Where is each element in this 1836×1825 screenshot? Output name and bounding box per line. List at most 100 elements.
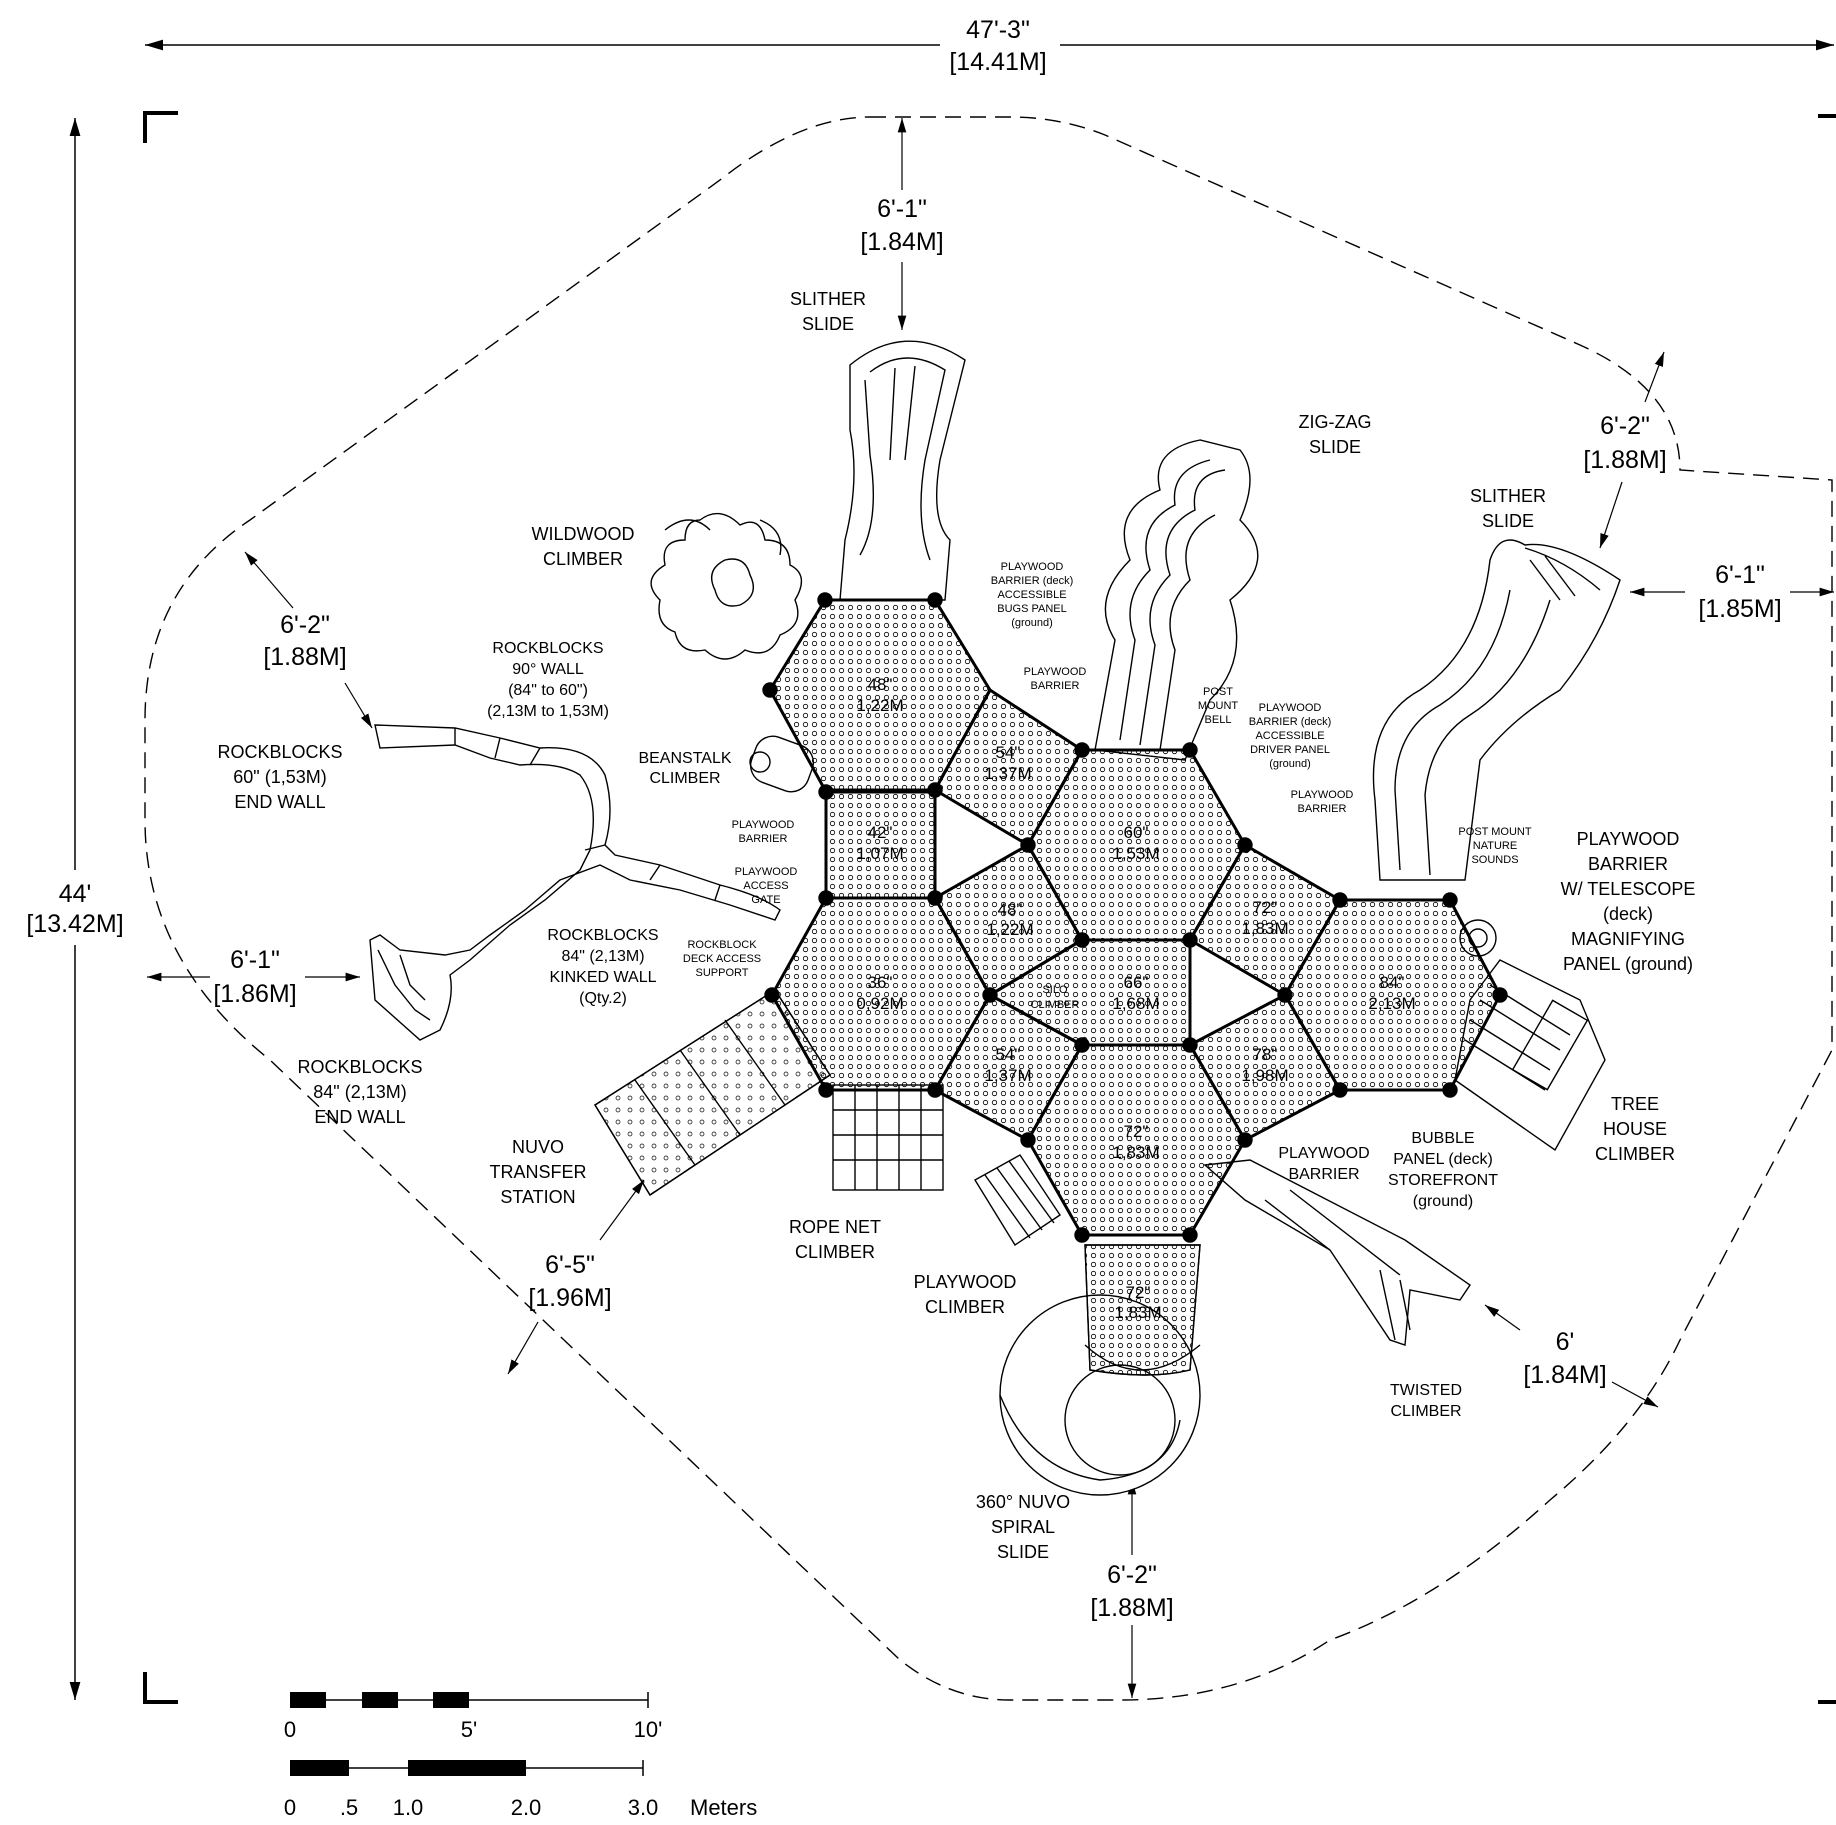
clearance-top-ft: 6'-1" bbox=[877, 195, 927, 223]
svg-text:CLIMBER: CLIMBER bbox=[925, 1297, 1005, 1317]
svg-text:(ground): (ground) bbox=[1011, 617, 1053, 629]
svg-text:BUBBLE: BUBBLE bbox=[1411, 1130, 1474, 1147]
svg-text:60" (1,53M): 60" (1,53M) bbox=[233, 767, 326, 787]
svg-text:END WALL: END WALL bbox=[314, 1107, 405, 1127]
deck-42-m: 1,07M bbox=[856, 844, 903, 863]
svg-text:ROCKBLOCK: ROCKBLOCK bbox=[687, 939, 757, 951]
svg-text:PLAYWOOD: PLAYWOOD bbox=[732, 819, 795, 831]
deck-42-in: 42" bbox=[868, 823, 893, 842]
deck-54b-m: 1,37M bbox=[984, 1066, 1031, 1085]
scale-meter-tick-1: 1.0 bbox=[393, 1795, 424, 1820]
svg-text:SLIDE: SLIDE bbox=[802, 314, 854, 334]
svg-text:BUGS PANEL: BUGS PANEL bbox=[997, 603, 1067, 615]
scale-meter-tick-05: .5 bbox=[340, 1795, 358, 1820]
scale-meter-tick-0: 0 bbox=[284, 1795, 296, 1820]
svg-text:TREE: TREE bbox=[1611, 1094, 1659, 1114]
label-playwood-barrier-lower: PLAYWOOD BARRIER bbox=[1278, 1145, 1369, 1183]
label-bubble-panel: BUBBLE PANEL (deck) STOREFRONT (ground) bbox=[1388, 1130, 1498, 1210]
use-zone-boundary bbox=[144, 116, 1833, 1701]
svg-text:CLIMBER: CLIMBER bbox=[1031, 999, 1080, 1011]
clearance-bottom-m: [1.88M] bbox=[1090, 1594, 1173, 1622]
deck-labels: 48" 1,22M 54" 1,37M 42" 1,07M 60" 1,53M … bbox=[856, 675, 1415, 1322]
svg-text:SPIRAL: SPIRAL bbox=[991, 1517, 1055, 1537]
svg-text:PLAYWOOD: PLAYWOOD bbox=[914, 1272, 1017, 1292]
deck-72a-m: 1,83M bbox=[1241, 919, 1288, 938]
svg-text:SLITHER: SLITHER bbox=[1470, 486, 1546, 506]
playwood-climber-shape bbox=[974, 1154, 1061, 1246]
svg-text:ACCESSIBLE: ACCESSIBLE bbox=[997, 589, 1066, 601]
scale-meter-tick-2: 2.0 bbox=[511, 1795, 542, 1820]
label-silo-climber: SILO CLIMBER bbox=[1031, 984, 1080, 1011]
scale-feet-tick-0: 0 bbox=[284, 1717, 296, 1742]
overall-width-m: [14.41M] bbox=[949, 48, 1046, 76]
label-rockblocks-60-end-wall: ROCKBLOCKS 60" (1,53M) END WALL bbox=[217, 742, 342, 812]
deck-72c-m: 1,83M bbox=[1114, 1303, 1161, 1322]
deck-78-in: 78" bbox=[1253, 1045, 1278, 1064]
clearance-left-ft: 6'-1" bbox=[230, 946, 280, 974]
deck-54a-in: 54" bbox=[996, 743, 1021, 762]
twisted-climber-shape bbox=[1203, 1159, 1471, 1346]
svg-text:PLAYWOOD: PLAYWOOD bbox=[1278, 1145, 1369, 1162]
slither-slide-top bbox=[839, 340, 966, 601]
svg-text:(2,13M to 1,53M): (2,13M to 1,53M) bbox=[487, 703, 609, 720]
label-playwood-climber: PLAYWOOD CLIMBER bbox=[914, 1272, 1017, 1317]
svg-text:W/ TELESCOPE: W/ TELESCOPE bbox=[1561, 879, 1696, 899]
deck-72a-in: 72" bbox=[1253, 898, 1278, 917]
label-nature-sounds: POST MOUNT NATURE SOUNDS bbox=[1458, 826, 1531, 866]
label-rockblocks-90-wall: ROCKBLOCKS 90° WALL (84" to 60") (2,13M … bbox=[487, 640, 609, 720]
svg-text:ROCKBLOCKS: ROCKBLOCKS bbox=[217, 742, 342, 762]
scale-bar: 0 5' 10' 0 .5 1.0 2.0 3.0 Meters bbox=[284, 1692, 757, 1820]
svg-text:PLAYWOOD: PLAYWOOD bbox=[1024, 666, 1087, 678]
svg-text:BARRIER: BARRIER bbox=[1288, 1166, 1359, 1183]
svg-text:SLIDE: SLIDE bbox=[1482, 511, 1534, 531]
deck-48a-m: 1,22M bbox=[856, 696, 903, 715]
svg-text:BARRIER (deck): BARRIER (deck) bbox=[1249, 716, 1332, 728]
svg-text:BARRIER (deck): BARRIER (deck) bbox=[991, 575, 1074, 587]
svg-text:GATE: GATE bbox=[751, 894, 780, 906]
svg-text:NATURE: NATURE bbox=[1473, 840, 1517, 852]
svg-text:MOUNT: MOUNT bbox=[1198, 700, 1239, 712]
label-slither-slide-right: SLITHER SLIDE bbox=[1470, 486, 1546, 531]
deck-72b-in: 72" bbox=[1124, 1122, 1149, 1141]
svg-text:PANEL (ground): PANEL (ground) bbox=[1563, 954, 1693, 974]
svg-text:CLIMBER: CLIMBER bbox=[543, 549, 623, 569]
label-zig-zag-slide: ZIG-ZAG SLIDE bbox=[1299, 412, 1372, 457]
clearance-upper-left: 6'-2" [1.88M] bbox=[244, 551, 373, 729]
scale-feet-tick-10: 10' bbox=[634, 1717, 663, 1742]
clearance-lower-right: 6' [1.84M] bbox=[1484, 1304, 1659, 1408]
svg-text:PLAYWOOD: PLAYWOOD bbox=[735, 866, 798, 878]
label-slither-slide-top: SLITHER SLIDE bbox=[790, 289, 866, 334]
rockblocks-walls bbox=[369, 724, 781, 1041]
deck-54a-m: 1,37M bbox=[984, 764, 1031, 783]
clearance-right-m: [1.85M] bbox=[1698, 595, 1781, 623]
svg-text:BARRIER: BARRIER bbox=[1031, 680, 1080, 692]
clearance-lower-right-m: [1.84M] bbox=[1523, 1361, 1606, 1389]
svg-text:ZIG-ZAG: ZIG-ZAG bbox=[1299, 412, 1372, 432]
label-twisted-climber: TWISTED CLIMBER bbox=[1390, 1382, 1462, 1420]
svg-text:84" (2,13M): 84" (2,13M) bbox=[313, 1082, 406, 1102]
corner-marks bbox=[143, 111, 1836, 1704]
svg-text:TRANSFER: TRANSFER bbox=[489, 1162, 586, 1182]
svg-text:BARRIER: BARRIER bbox=[1588, 854, 1668, 874]
svg-text:WILDWOOD: WILDWOOD bbox=[532, 524, 635, 544]
svg-text:STATION: STATION bbox=[500, 1187, 575, 1207]
deck-66-m: 1,68M bbox=[1112, 994, 1159, 1013]
svg-text:(Qty.2): (Qty.2) bbox=[579, 990, 627, 1007]
scale-bar-meters: 0 .5 1.0 2.0 3.0 Meters bbox=[284, 1760, 757, 1820]
svg-text:CLIMBER: CLIMBER bbox=[649, 770, 720, 787]
clearance-lower-left-ft: 6'-5" bbox=[545, 1251, 595, 1279]
svg-text:ROCKBLOCKS: ROCKBLOCKS bbox=[492, 640, 603, 657]
svg-text:SLIDE: SLIDE bbox=[997, 1542, 1049, 1562]
overall-height-ft: 44' bbox=[59, 880, 92, 908]
label-deck-access-support: ROCKBLOCK DECK ACCESS SUPPORT bbox=[683, 939, 761, 979]
svg-text:STOREFRONT: STOREFRONT bbox=[1388, 1172, 1498, 1189]
clearance-right: 6'-1" [1.85M] bbox=[1630, 561, 1834, 623]
clearance-left-m: [1.86M] bbox=[213, 980, 296, 1008]
deck-36-m: 0,92M bbox=[856, 994, 903, 1013]
svg-text:END WALL: END WALL bbox=[234, 792, 325, 812]
label-nuvo-spiral-slide: 360° NUVO SPIRAL SLIDE bbox=[976, 1492, 1070, 1562]
svg-text:ACCESSIBLE: ACCESSIBLE bbox=[1255, 730, 1324, 742]
svg-text:CLIMBER: CLIMBER bbox=[1390, 1403, 1461, 1420]
clearance-upper-left-m: [1.88M] bbox=[263, 643, 346, 671]
deck-60-in: 60" bbox=[1124, 823, 1149, 842]
